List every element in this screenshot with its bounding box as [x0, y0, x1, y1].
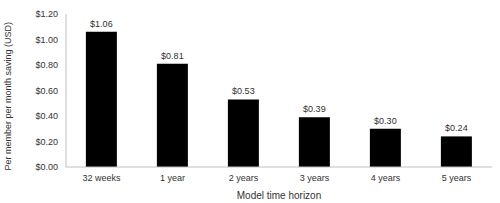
svg-text:2 years: 2 years — [229, 173, 259, 183]
svg-text:$0.24: $0.24 — [445, 123, 468, 133]
svg-text:$0.20: $0.20 — [35, 137, 58, 147]
svg-text:$0.80: $0.80 — [35, 60, 58, 70]
svg-text:32 weeks: 32 weeks — [82, 173, 121, 183]
svg-text:$0.60: $0.60 — [35, 86, 58, 96]
svg-text:$1.20: $1.20 — [35, 9, 58, 19]
svg-text:Per member per month saving (U: Per member per month saving (USD) — [3, 22, 13, 171]
svg-text:$1.00: $1.00 — [35, 35, 58, 45]
svg-text:$0.00: $0.00 — [35, 162, 58, 172]
svg-text:$0.53: $0.53 — [232, 86, 255, 96]
svg-text:4 years: 4 years — [371, 173, 401, 183]
svg-text:$0.39: $0.39 — [303, 104, 326, 114]
svg-text:3 years: 3 years — [300, 173, 330, 183]
svg-text:$0.81: $0.81 — [161, 51, 184, 61]
svg-text:5 years: 5 years — [442, 173, 472, 183]
svg-text:Model time horizon: Model time horizon — [237, 190, 321, 201]
svg-text:$0.40: $0.40 — [35, 111, 58, 121]
svg-text:1 year: 1 year — [160, 173, 185, 183]
svg-text:$1.06: $1.06 — [90, 19, 113, 29]
svg-text:$0.30: $0.30 — [374, 116, 397, 126]
